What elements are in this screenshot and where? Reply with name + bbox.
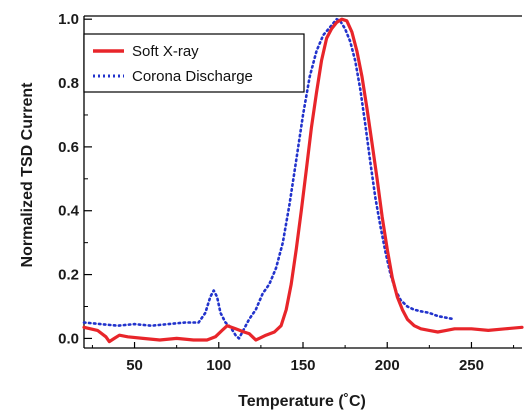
x-tick-label: 150 [290, 357, 315, 374]
y-tick-label: 0.6 [58, 139, 79, 156]
y-tick-label: 1.0 [58, 11, 79, 28]
y-axis-title: Normalized TSD Current [19, 82, 36, 268]
series-layer [82, 17, 524, 344]
series-line-soft-x-ray [82, 17, 524, 344]
legend-label-corona-discharge: Corona Discharge [132, 68, 253, 85]
x-tick-label: 250 [459, 357, 484, 374]
legend-box [83, 33, 305, 93]
x-axis-title: Temperature (˚C) [238, 393, 366, 410]
y-tick-label: 0.0 [58, 330, 79, 347]
ticks-layer: 50 100 150 200 250 0.0 0.2 0.4 0.6 0.8 1.0 [58, 11, 515, 374]
y-tick-label: 0.2 [58, 267, 79, 284]
y-tick-label: 0.8 [58, 75, 79, 92]
x-tick-label: 50 [126, 357, 143, 374]
legend: Soft X-ray Corona Discharge [83, 33, 305, 93]
y-tick-label: 0.4 [58, 203, 80, 220]
x-tick-label: 100 [206, 357, 231, 374]
legend-label-soft-x-ray: Soft X-ray [132, 43, 199, 60]
x-tick-label: 200 [375, 357, 400, 374]
